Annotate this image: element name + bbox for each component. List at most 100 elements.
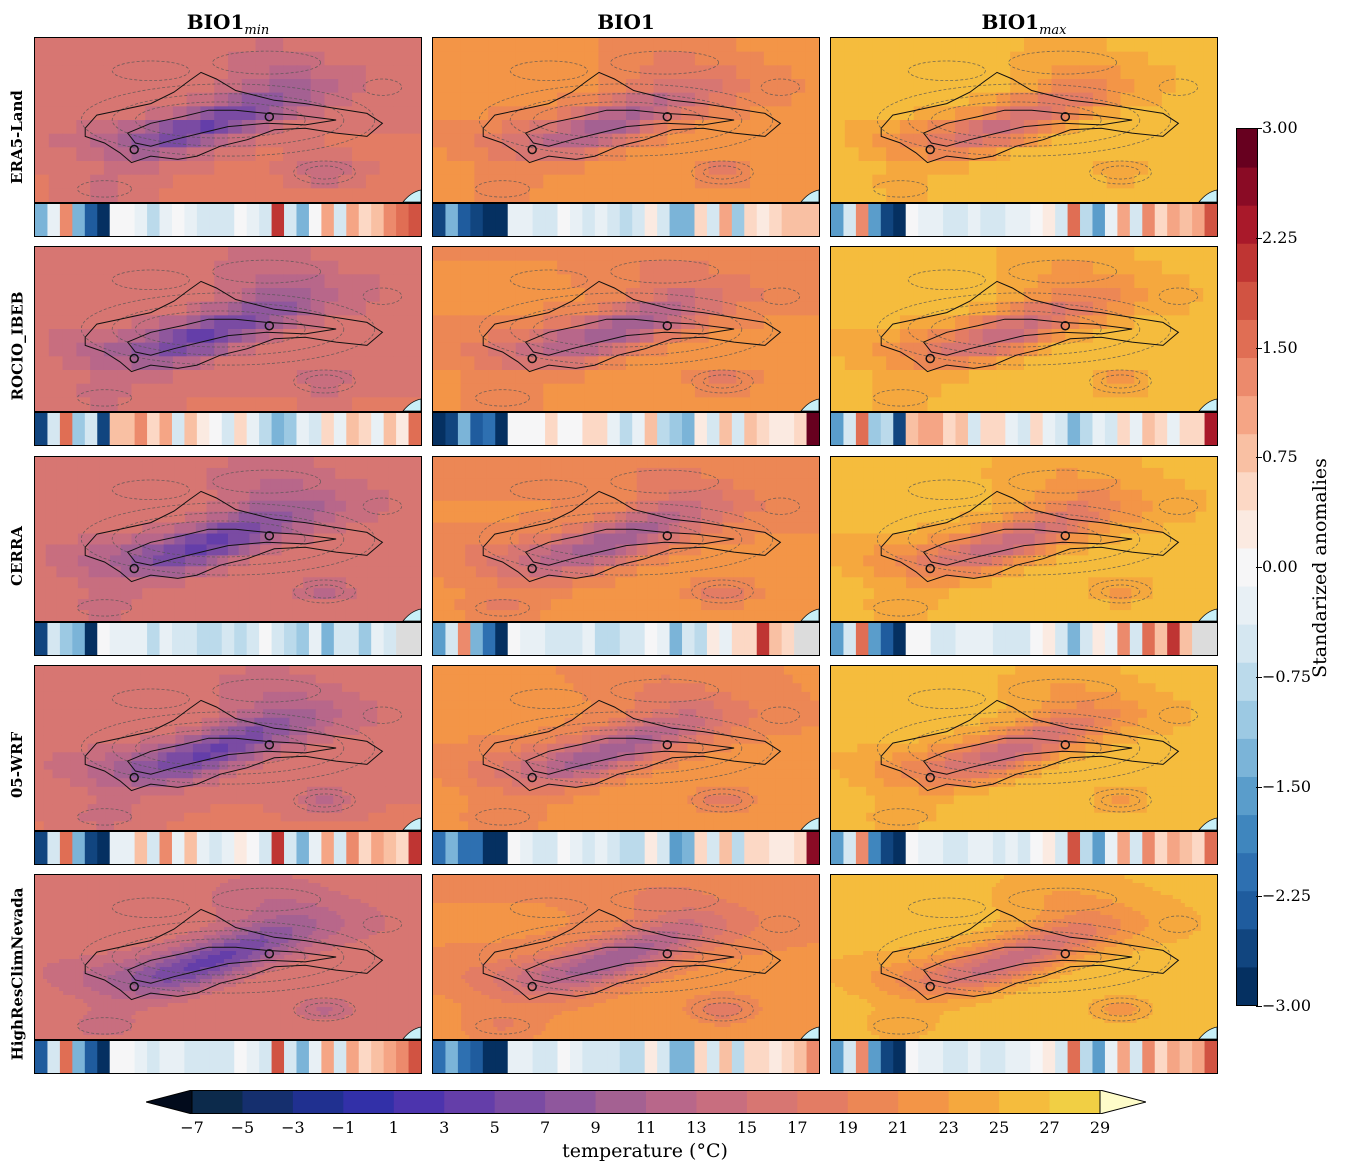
anomaly-cell — [1154, 413, 1168, 445]
anomaly-cell — [706, 623, 720, 655]
anomaly-cell — [1204, 623, 1217, 655]
anomaly-cell — [308, 832, 322, 864]
anomaly-cell — [532, 204, 546, 236]
anomaly-cell — [1142, 1041, 1156, 1073]
anomaly-cell — [1067, 204, 1081, 236]
anomaly-cell — [284, 413, 297, 445]
row-label: 05-WRF — [8, 731, 26, 799]
anomaly-cell — [196, 623, 210, 655]
anomaly-cell — [221, 413, 235, 445]
anomaly-cell — [470, 204, 484, 236]
anomaly-cell — [1092, 623, 1106, 655]
anomaly-cell — [184, 623, 198, 655]
anomaly-cell — [171, 1041, 185, 1073]
anomaly-cell — [794, 623, 808, 655]
temperature-colorbar-bin — [898, 1090, 950, 1114]
anomaly-cell — [433, 413, 446, 445]
station-marker — [264, 739, 275, 750]
anomaly-cell — [507, 413, 521, 445]
anomaly-cell — [1092, 832, 1106, 864]
temperature-tick-label: 25 — [988, 1118, 1010, 1137]
temperature-colorbar-label: temperature (°C) — [562, 1140, 728, 1162]
anomaly-cell — [1129, 1041, 1143, 1073]
anomaly-strip — [432, 203, 820, 237]
temperature-colorbar-bin — [646, 1090, 697, 1114]
station-marker — [264, 111, 275, 122]
anomaly-cell — [259, 204, 273, 236]
anomaly-cell — [918, 832, 932, 864]
temperature-colorbar-bin — [292, 1090, 344, 1114]
anomaly-cell — [358, 832, 372, 864]
anomaly-cell — [35, 1041, 48, 1073]
anomaly-cell — [868, 413, 882, 445]
anomaly-cell — [122, 623, 136, 655]
anomaly-cell — [396, 623, 410, 655]
column-title: BIO1 — [597, 10, 655, 34]
station-marker — [662, 111, 673, 122]
anomaly-cell — [109, 832, 123, 864]
anomaly-cell — [1017, 413, 1031, 445]
anomaly-cell — [731, 1041, 745, 1073]
temperature-map — [433, 457, 819, 621]
anomaly-cell — [1167, 413, 1181, 445]
anomaly-cell — [35, 832, 48, 864]
anomaly-cell — [855, 1041, 869, 1073]
temperature-tick-label: 11 — [635, 1118, 657, 1137]
anomaly-cell — [1042, 623, 1056, 655]
anomaly-cell — [855, 832, 869, 864]
anomaly-colorbar-label: Standarized anomalies — [1309, 458, 1332, 678]
anomaly-cell — [1192, 413, 1206, 445]
anomaly-cell — [35, 413, 48, 445]
anomaly-strip — [830, 412, 1218, 446]
map-panel — [34, 665, 422, 831]
anomaly-cell — [893, 204, 907, 236]
anomaly-cell — [1129, 832, 1143, 864]
anomaly-tick-label: −3.00 — [1262, 996, 1312, 1015]
anomaly-cell — [308, 623, 322, 655]
anomaly-tick-mark — [1256, 567, 1262, 568]
anomaly-cell — [831, 204, 844, 236]
map-panel — [830, 37, 1218, 203]
anomaly-cell — [992, 623, 1006, 655]
anomaly-colorbar-bin — [1237, 586, 1257, 625]
anomaly-cell — [1117, 413, 1131, 445]
anomaly-cell — [657, 413, 671, 445]
anomaly-cell — [706, 1041, 720, 1073]
anomaly-cell — [47, 1041, 61, 1073]
anomaly-cell — [234, 832, 248, 864]
anomaly-cell — [470, 832, 484, 864]
anomaly-cell — [1042, 1041, 1056, 1073]
anomaly-cell — [980, 1041, 994, 1073]
temperature-tick-label: 13 — [686, 1118, 707, 1137]
anomaly-colorbar-bin — [1237, 281, 1257, 320]
row-label: ROCIO_IBEB — [8, 291, 26, 401]
anomaly-cell — [794, 413, 808, 445]
anomaly-cell — [744, 204, 758, 236]
anomaly-colorbar-bin — [1237, 662, 1257, 701]
anomaly-cell — [918, 623, 932, 655]
anomaly-cell — [545, 832, 559, 864]
anomaly-cell — [955, 413, 969, 445]
anomaly-cell — [905, 623, 919, 655]
anomaly-cell — [72, 1041, 86, 1073]
anomaly-cell — [569, 623, 583, 655]
anomaly-cell — [47, 413, 61, 445]
anomaly-cell — [719, 204, 733, 236]
anomaly-strip — [432, 622, 820, 656]
anomaly-cell — [843, 623, 857, 655]
anomaly-cell — [1117, 204, 1131, 236]
anomaly-cell — [806, 832, 819, 864]
anomaly-cell — [756, 832, 770, 864]
anomaly-colorbar-bin — [1237, 738, 1257, 777]
anomaly-colorbar-bin — [1237, 928, 1257, 968]
anomaly-cell — [383, 832, 397, 864]
station-marker — [264, 320, 275, 331]
station-marker — [1060, 111, 1071, 122]
anomaly-cell — [271, 413, 285, 445]
anomaly-cell — [992, 204, 1006, 236]
anomaly-cell — [97, 832, 111, 864]
anomaly-cell — [657, 623, 671, 655]
anomaly-cell — [719, 413, 733, 445]
column-title: BIO1min — [186, 10, 270, 38]
anomaly-cell — [495, 413, 509, 445]
